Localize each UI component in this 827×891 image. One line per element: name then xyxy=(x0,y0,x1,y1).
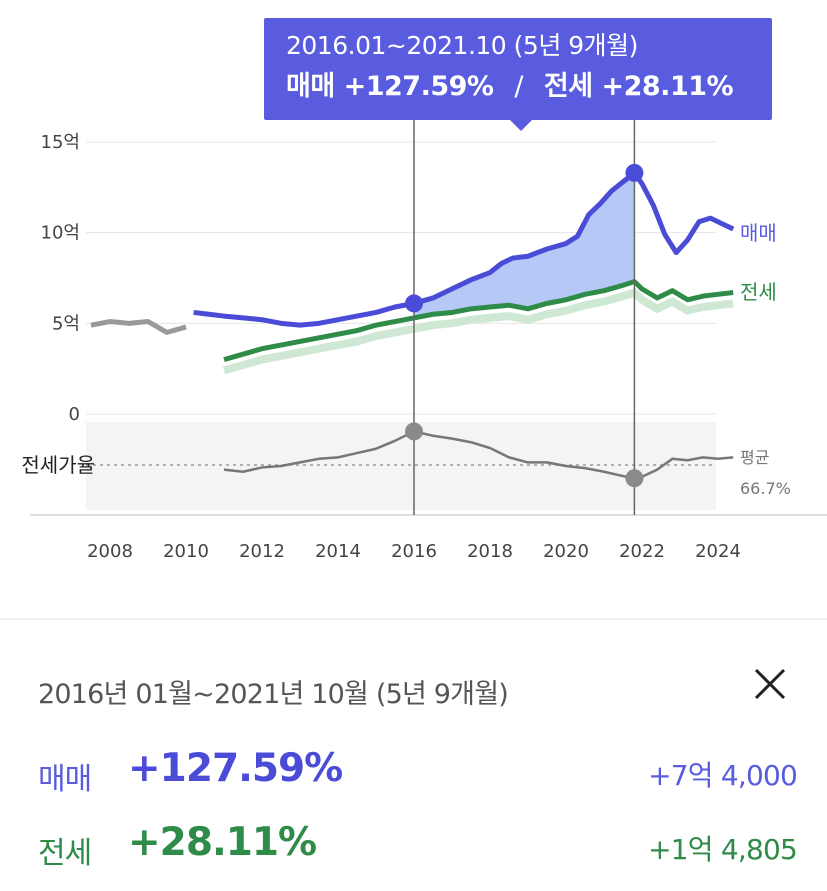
x-tick-label: 2010 xyxy=(163,541,209,562)
y-tick-label: 0 xyxy=(69,404,80,425)
jeonse-summary-amount: +1억 4,805 xyxy=(648,833,798,866)
summary-range: 2016년 01월~2021년 10월 (5년 9개월) xyxy=(38,679,509,710)
jeonse-summary-change: +28.11% xyxy=(128,820,317,865)
close-button[interactable] xyxy=(748,662,792,706)
y-tick-label: 15억 xyxy=(41,132,80,153)
ratio-line xyxy=(223,430,734,480)
x-tick-label: 2022 xyxy=(619,541,665,562)
chart-grid xyxy=(30,141,827,516)
tooltip-sale-label: 매매 xyxy=(286,71,335,102)
sale-series-label: 매매 xyxy=(740,221,777,245)
sale-line xyxy=(193,170,735,328)
jeonse-shadow-line xyxy=(222,287,734,375)
sale-early-line xyxy=(90,319,187,335)
x-tick-label: 2008 xyxy=(87,541,133,562)
selection-tooltip: 2016.01~2021.10 (5년 9개월) 매매 +127.59% / 전… xyxy=(264,18,772,131)
ratio-panel-background xyxy=(86,422,716,510)
ratio-average-label: 평균 xyxy=(740,448,769,467)
tooltip-range: 2016.01~2021.10 (5년 9개월) xyxy=(286,31,638,60)
ratio-average-value: 66.7% xyxy=(740,479,791,498)
tooltip-separator: / xyxy=(514,71,523,102)
x-tick-label: 2020 xyxy=(543,541,589,562)
ratio-label: 전세가율 xyxy=(21,453,95,477)
x-axis: 2008 2010 2012 2014 2016 2018 2020 2022 2024 xyxy=(87,541,741,562)
jeonse-line xyxy=(223,279,734,363)
tooltip-sale-change: +127.59% xyxy=(343,71,494,102)
y-tick-label: 5억 xyxy=(52,313,80,334)
jeonse-summary-row: 전세 +28.11% +1억 4,805 xyxy=(0,820,827,876)
close-icon xyxy=(754,668,786,700)
sale-summary-amount: +7억 4,000 xyxy=(648,759,798,792)
tooltip-values: 매매 +127.59% / 전세 +28.11% xyxy=(286,66,772,108)
sale-summary-label: 매매 xyxy=(38,762,92,797)
x-tick-label: 2018 xyxy=(467,541,513,562)
ratio-marker-dot xyxy=(405,422,423,441)
tooltip-jeonse-change: +28.11% xyxy=(601,71,734,102)
series-layer xyxy=(90,170,735,375)
sale-summary-change: +127.59% xyxy=(128,746,343,791)
selection-summary-panel: 2016년 01월~2021년 10월 (5년 9개월) 매매 +127.59%… xyxy=(0,620,827,891)
tooltip-jeonse-label: 전세 xyxy=(543,71,593,102)
section-divider xyxy=(0,618,827,620)
ratio-layer xyxy=(86,430,734,480)
x-tick-label: 2024 xyxy=(695,541,741,562)
x-tick-label: 2014 xyxy=(315,541,361,562)
jeonse-summary-label: 전세 xyxy=(38,836,92,871)
y-tick-label: 10억 xyxy=(41,223,80,244)
sale-summary-row: 매매 +127.59% +7억 4,000 xyxy=(0,746,827,802)
selection-area xyxy=(414,172,635,318)
sale-marker-dot xyxy=(405,294,423,313)
x-tick-label: 2012 xyxy=(239,541,285,562)
sale-marker-dot xyxy=(625,163,644,182)
selection-markers xyxy=(405,120,644,515)
x-tick-label: 2016 xyxy=(391,541,437,562)
jeonse-series-label: 전세 xyxy=(740,280,777,304)
ratio-marker-dot xyxy=(625,469,644,488)
y-axis: 15억 10억 5억 0 xyxy=(41,132,80,425)
